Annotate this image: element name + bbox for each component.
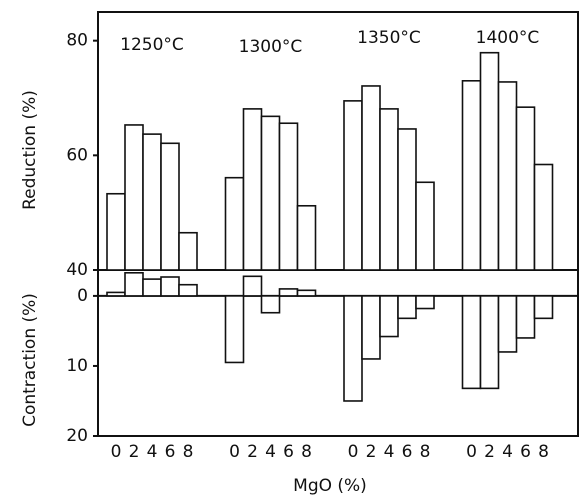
y-tick-label: 0: [77, 286, 88, 306]
bar: [178, 231, 198, 271]
bar: [379, 108, 399, 271]
x-tick-label: 4: [265, 442, 276, 462]
bar: [260, 295, 281, 314]
bar: [343, 100, 363, 271]
bar: [242, 108, 263, 271]
x-tick-label: 0: [111, 442, 122, 462]
x-tick-label: 0: [466, 442, 477, 462]
plot-frame: [97, 11, 579, 437]
bar: [106, 192, 126, 271]
bar: [461, 80, 482, 271]
group-label: 1250°C: [120, 35, 184, 55]
bar: [397, 128, 417, 271]
y-axis-label: Contraction (%): [20, 293, 40, 427]
bar: [160, 142, 180, 271]
bar: [124, 124, 144, 271]
bar: [124, 272, 144, 297]
x-tick-label: 6: [283, 442, 294, 462]
x-tick-label: 2: [129, 442, 140, 462]
x-tick-label: 4: [147, 442, 158, 462]
bar: [461, 295, 482, 390]
bar: [142, 133, 162, 271]
x-tick-label: 0: [348, 442, 359, 462]
bar: [397, 295, 417, 320]
x-tick-label: 6: [165, 442, 176, 462]
y-axis-label: Reduction (%): [20, 90, 40, 210]
bar: [343, 295, 363, 402]
bar: [533, 295, 554, 320]
y-tick-label: 80: [66, 31, 88, 51]
x-tick-label: 2: [247, 442, 258, 462]
bar: [296, 289, 317, 297]
bar: [224, 295, 245, 364]
bar: [361, 85, 381, 271]
bar: [278, 122, 299, 271]
bar: [178, 283, 198, 297]
x-tick-label: 2: [366, 442, 377, 462]
bar: [515, 295, 536, 339]
x-tick-label: 4: [502, 442, 513, 462]
bar: [160, 276, 180, 297]
bar: [278, 288, 299, 297]
bar: [515, 106, 536, 271]
x-tick-label: 6: [520, 442, 531, 462]
y-tick-label: 40: [66, 260, 88, 280]
bar: [379, 295, 399, 338]
bar: [142, 278, 162, 297]
group-label: 1350°C: [357, 28, 421, 48]
x-axis-label: MgO (%): [293, 476, 367, 496]
x-tick-label: 8: [183, 442, 194, 462]
bar: [415, 181, 435, 271]
x-tick-label: 4: [384, 442, 395, 462]
bar: [106, 291, 126, 297]
y-tick-label: 20: [66, 426, 88, 446]
x-tick-label: 8: [301, 442, 312, 462]
bar: [497, 295, 518, 353]
x-tick-label: 0: [229, 442, 240, 462]
bar: [479, 51, 500, 271]
group-label: 1300°C: [239, 37, 303, 57]
x-tick-label: 2: [484, 442, 495, 462]
bar: [415, 295, 435, 310]
bar: [361, 295, 381, 360]
bar: [242, 275, 263, 297]
x-tick-label: 8: [538, 442, 549, 462]
bar: [533, 163, 554, 271]
y-tick-label: 60: [66, 145, 88, 165]
bar: [224, 176, 245, 271]
bar: [260, 115, 281, 271]
x-tick-label: 8: [420, 442, 431, 462]
bar: [497, 81, 518, 271]
x-tick-label: 6: [402, 442, 413, 462]
group-label: 1400°C: [476, 28, 540, 48]
y-tick-label: 10: [66, 356, 88, 376]
bar: [296, 204, 317, 271]
bar: [479, 295, 500, 390]
